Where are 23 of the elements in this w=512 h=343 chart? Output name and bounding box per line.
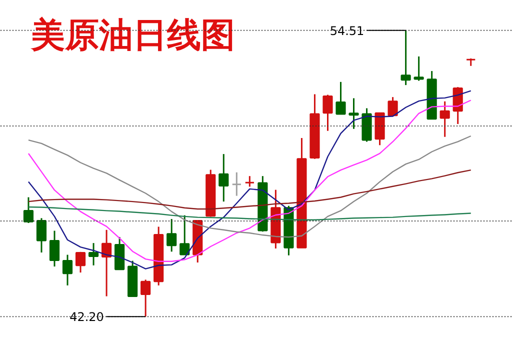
candlestick: [88, 242, 99, 266]
annotation: 42.20: [70, 310, 104, 324]
chart-title: 美原油日线图: [30, 16, 236, 55]
candlestick: [440, 100, 450, 138]
candlestick: [180, 214, 190, 256]
candlestick: [348, 97, 359, 130]
candlestick: [49, 230, 60, 268]
candlestick: [232, 172, 242, 197]
candlestick: [23, 196, 34, 224]
annotation: 54.51: [330, 24, 364, 38]
candlestick: [322, 94, 333, 132]
candlestick: [75, 251, 86, 274]
candlestick: [140, 278, 151, 318]
candlestick: [388, 96, 398, 116]
candlestick: [336, 81, 346, 115]
candlestick: [62, 254, 73, 286]
candlestick: [218, 153, 229, 202]
candlestick: [36, 217, 47, 254]
candlestick: [166, 218, 177, 252]
candlestick: [400, 30, 411, 86]
candlestick: [244, 175, 255, 188]
candlestick: [102, 229, 112, 298]
candlestick: [414, 56, 424, 82]
